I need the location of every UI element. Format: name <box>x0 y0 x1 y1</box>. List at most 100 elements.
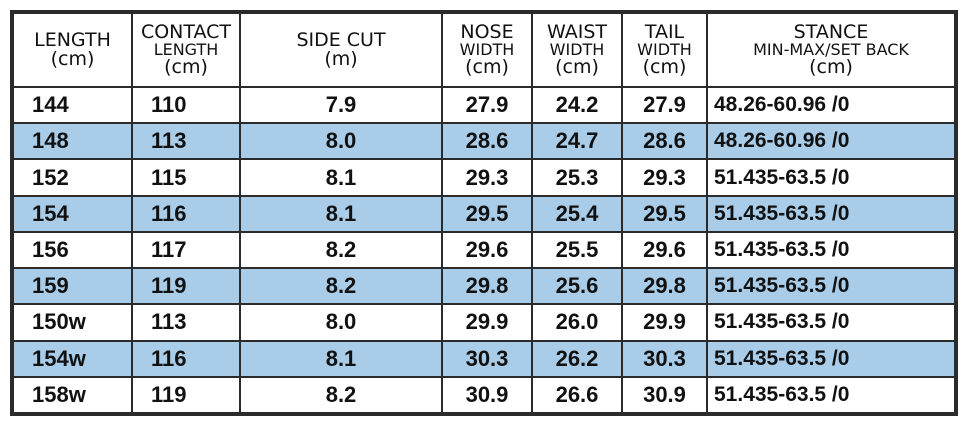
data-cell: 150w <box>14 303 133 342</box>
data-cell: 113 <box>131 303 241 342</box>
header-line: LENGTH <box>34 29 111 51</box>
header-line: WIDTH <box>549 40 605 59</box>
header-line: WIDTH <box>637 40 692 59</box>
table-body: 144 110 7.9 27.9 24.2 27.9 48.26-60.96 /0 148 11… <box>14 85 954 412</box>
data-cell: 30.9 <box>621 375 708 412</box>
data-cell: 8.0 <box>239 122 443 161</box>
data-cell: 48.26-60.96 /0 <box>706 122 954 161</box>
data-cell: 51.435-63.5 /0 <box>706 375 954 412</box>
data-row: 154w 116 8.1 30.3 26.2 30.3 51.435-63.5 /0 <box>14 339 954 378</box>
data-cell: 148 <box>14 122 133 161</box>
data-cell: 28.6 <box>621 122 708 161</box>
data-cell: 30.9 <box>441 375 533 412</box>
data-cell: 144 <box>14 85 133 125</box>
data-cell: 25.6 <box>531 267 623 306</box>
data-row: 158w 119 8.2 30.9 26.6 30.9 51.435-63.5 /0 <box>14 375 954 412</box>
data-cell: 51.435-63.5 /0 <box>706 267 954 306</box>
data-cell: 29.5 <box>441 194 533 233</box>
header-line: (cm) <box>642 56 687 78</box>
data-cell: 8.1 <box>239 339 443 378</box>
data-cell: 113 <box>131 122 241 161</box>
data-cell: 119 <box>131 267 241 306</box>
data-row: 156 117 8.2 29.6 25.5 29.6 51.435-63.5 /0 <box>14 230 954 270</box>
spec-table: LENGTH (cm) CONTACT LENGTH (cm) SIDE CUT (m) NO… <box>14 14 954 412</box>
data-cell: 8.0 <box>239 303 443 342</box>
data-cell: 29.3 <box>441 158 533 197</box>
data-cell: 26.6 <box>531 375 623 412</box>
data-row: 148 113 8.0 28.6 24.7 28.6 48.26-60.96 /0 <box>14 122 954 161</box>
data-cell: 29.8 <box>441 267 533 306</box>
header-line: SIDE CUT <box>296 29 386 51</box>
data-row: 150w 113 8.0 29.9 26.0 29.9 51.435-63.5 /0 <box>14 303 954 342</box>
data-cell: 152 <box>14 158 133 197</box>
data-cell: 119 <box>131 375 241 412</box>
header-line: CONTACT <box>140 21 232 43</box>
data-cell: 158w <box>14 375 133 412</box>
header-line: (cm) <box>809 56 853 78</box>
data-cell: 8.2 <box>239 375 443 412</box>
data-row: 159 119 8.2 29.8 25.6 29.8 51.435-63.5 /0 <box>14 267 954 306</box>
data-cell: 29.9 <box>621 303 708 342</box>
data-row: 152 115 8.1 29.3 25.3 29.3 51.435-63.5 /0 <box>14 158 954 197</box>
header-cell: LENGTH (cm) <box>14 14 133 88</box>
data-cell: 25.5 <box>531 230 623 270</box>
header-line: WAIST <box>546 21 607 43</box>
data-cell: 29.8 <box>621 267 708 306</box>
data-cell: 156 <box>14 230 133 270</box>
data-cell: 51.435-63.5 /0 <box>706 230 954 270</box>
data-cell: 51.435-63.5 /0 <box>706 339 954 378</box>
header-line: (m) <box>324 48 358 70</box>
header-cell: SIDE CUT (m) <box>239 14 443 88</box>
data-cell: 115 <box>131 158 241 197</box>
header-line: (cm) <box>164 56 208 78</box>
header-cell: STANCE MIN-MAX/SET BACK (cm) <box>706 14 954 88</box>
data-cell: 29.6 <box>441 230 533 270</box>
header-line: (cm) <box>555 56 599 78</box>
data-cell: 51.435-63.5 /0 <box>706 194 954 233</box>
data-cell: 8.2 <box>239 230 443 270</box>
data-cell: 30.3 <box>621 339 708 378</box>
data-cell: 26.2 <box>531 339 623 378</box>
data-cell: 154 <box>14 194 133 233</box>
data-cell: 29.3 <box>621 158 708 197</box>
header-line: STANCE <box>793 21 869 43</box>
data-cell: 25.3 <box>531 158 623 197</box>
data-cell: 30.3 <box>441 339 533 378</box>
data-cell: 29.5 <box>621 194 708 233</box>
header-line: WIDTH <box>459 40 515 59</box>
data-cell: 8.2 <box>239 267 443 306</box>
data-row: 154 116 8.1 29.5 25.4 29.5 51.435-63.5 /0 <box>14 194 954 233</box>
header-row: LENGTH (cm) CONTACT LENGTH (cm) SIDE CUT (m) NO… <box>14 14 954 88</box>
data-cell: 8.1 <box>239 194 443 233</box>
header-line: (cm) <box>465 56 509 78</box>
header-line: TAIL <box>644 21 685 43</box>
header-line: (cm) <box>50 48 95 70</box>
data-cell: 29.9 <box>441 303 533 342</box>
data-cell: 24.2 <box>531 85 623 125</box>
data-cell: 28.6 <box>441 122 533 161</box>
data-cell: 159 <box>14 267 133 306</box>
header-cell: NOSE WIDTH (cm) <box>441 14 533 88</box>
data-cell: 25.4 <box>531 194 623 233</box>
data-cell: 26.0 <box>531 303 623 342</box>
header-line: LENGTH <box>153 40 219 59</box>
data-cell: 7.9 <box>239 85 443 125</box>
header-cell: TAIL WIDTH (cm) <box>621 14 708 88</box>
data-cell: 117 <box>131 230 241 270</box>
header-line: NOSE <box>460 21 514 43</box>
header-cell: WAIST WIDTH (cm) <box>531 14 623 88</box>
data-cell: 8.1 <box>239 158 443 197</box>
data-row: 144 110 7.9 27.9 24.2 27.9 48.26-60.96 /0 <box>14 85 954 125</box>
data-cell: 116 <box>131 194 241 233</box>
data-cell: 116 <box>131 339 241 378</box>
header-line: MIN-MAX/SET BACK <box>753 40 909 59</box>
data-cell: 24.7 <box>531 122 623 161</box>
data-cell: 110 <box>131 85 241 125</box>
data-cell: 154w <box>14 339 133 378</box>
data-cell: 27.9 <box>441 85 533 125</box>
header-cell: CONTACT LENGTH (cm) <box>131 14 241 88</box>
data-cell: 51.435-63.5 /0 <box>706 158 954 197</box>
data-cell: 27.9 <box>621 85 708 125</box>
data-cell: 29.6 <box>621 230 708 270</box>
